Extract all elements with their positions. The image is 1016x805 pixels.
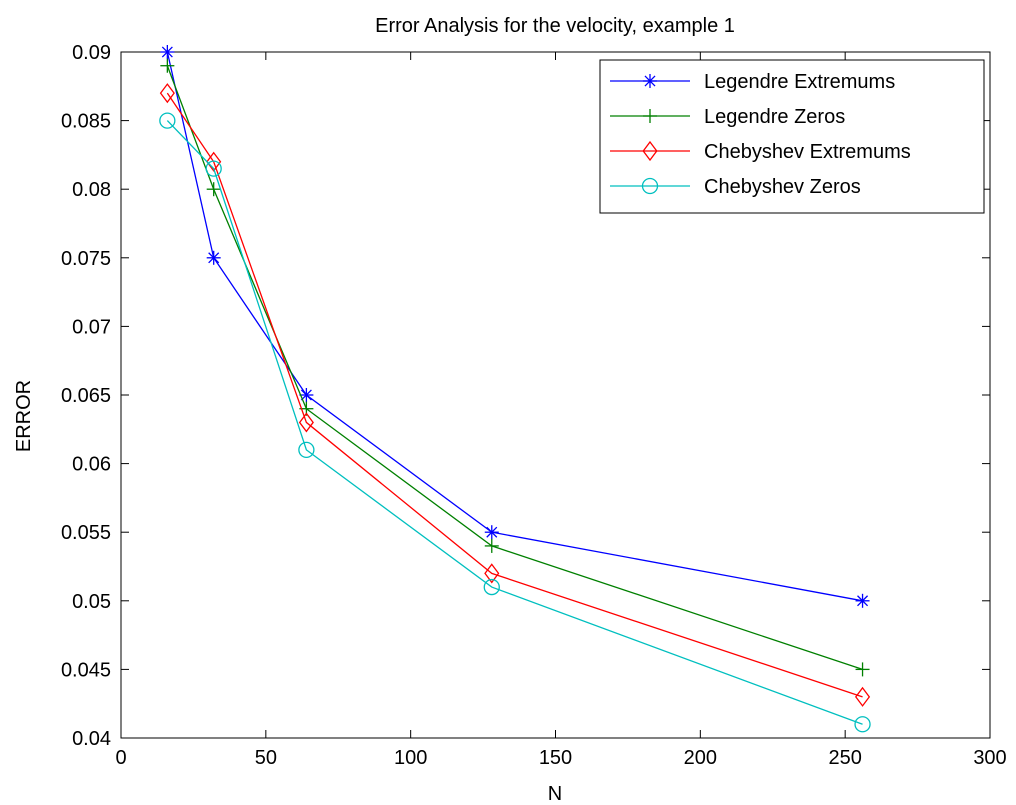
- data-point: [206, 250, 221, 265]
- data-point: [855, 662, 870, 677]
- y-tick-label: 0.075: [61, 248, 111, 270]
- x-axis-label: N: [548, 783, 562, 805]
- y-tick-label: 0.05: [72, 591, 111, 613]
- x-tick-label: 100: [394, 747, 427, 769]
- legend-label: Legendre Extremums: [704, 71, 895, 93]
- axis-ticks: 0 50 100 150 200 250 300 0.04 0.045 0.05 0.055 0.06…: [61, 42, 1007, 769]
- y-tick-label: 0.06: [72, 454, 111, 476]
- x-tick-label: 50: [255, 747, 277, 769]
- data-point: [206, 151, 222, 172]
- y-axis-label: ERROR: [13, 380, 35, 452]
- data-point: [855, 593, 870, 608]
- x-tick-label: 200: [684, 747, 717, 769]
- y-tick-label: 0.04: [72, 728, 111, 750]
- series-1: [160, 58, 870, 677]
- legend: Legendre Extremums Legendre Zeros Chebyshe…: [599, 59, 985, 214]
- series-line: [166, 120, 863, 725]
- y-tick-label: 0.08: [72, 179, 111, 201]
- data-point: [206, 182, 221, 197]
- data-point: [160, 58, 175, 73]
- legend-label: Legendre Zeros: [704, 106, 845, 128]
- legend-marker: [641, 177, 659, 195]
- legend-item: Legendre Extremums: [610, 71, 895, 93]
- legend-label: Chebyshev Zeros: [704, 176, 861, 198]
- series-layer: [159, 45, 871, 733]
- legend-item: Chebyshev Extremums: [610, 140, 911, 163]
- data-point: [484, 538, 499, 553]
- data-point: [484, 563, 500, 584]
- x-tick-label: 300: [973, 747, 1006, 769]
- chart-title: Error Analysis for the velocity, example…: [375, 15, 735, 37]
- data-point: [159, 112, 176, 129]
- x-tick-label: 250: [828, 747, 861, 769]
- legend-marker: [643, 74, 657, 88]
- data-point: [159, 83, 175, 104]
- series-0: [160, 45, 870, 608]
- y-tick-label: 0.045: [61, 659, 111, 681]
- legend-label: Chebyshev Extremums: [704, 141, 911, 163]
- y-tick-label: 0.085: [61, 111, 111, 133]
- data-point: [205, 160, 222, 177]
- data-point: [298, 412, 314, 433]
- y-tick-label: 0.065: [61, 385, 111, 407]
- data-point: [483, 578, 500, 596]
- data-point: [484, 525, 499, 540]
- legend-marker: [642, 140, 658, 162]
- data-point: [298, 441, 315, 459]
- legend-marker: [643, 109, 657, 123]
- legend-item: Chebyshev Zeros: [610, 176, 861, 198]
- data-point: [299, 388, 314, 402]
- x-tick-label: 0: [115, 747, 126, 769]
- data-point: [160, 45, 175, 59]
- series-3: [159, 112, 871, 733]
- series-line: [166, 92, 863, 698]
- data-point: [854, 716, 871, 733]
- y-tick-label: 0.09: [72, 42, 111, 64]
- legend-item: Legendre Zeros: [610, 106, 845, 128]
- legend-box: [599, 59, 985, 214]
- y-tick-label: 0.07: [72, 316, 111, 338]
- y-tick-label: 0.055: [61, 522, 111, 544]
- x-tick-label: 150: [539, 747, 572, 769]
- data-point: [854, 686, 871, 707]
- series-2: [159, 83, 871, 707]
